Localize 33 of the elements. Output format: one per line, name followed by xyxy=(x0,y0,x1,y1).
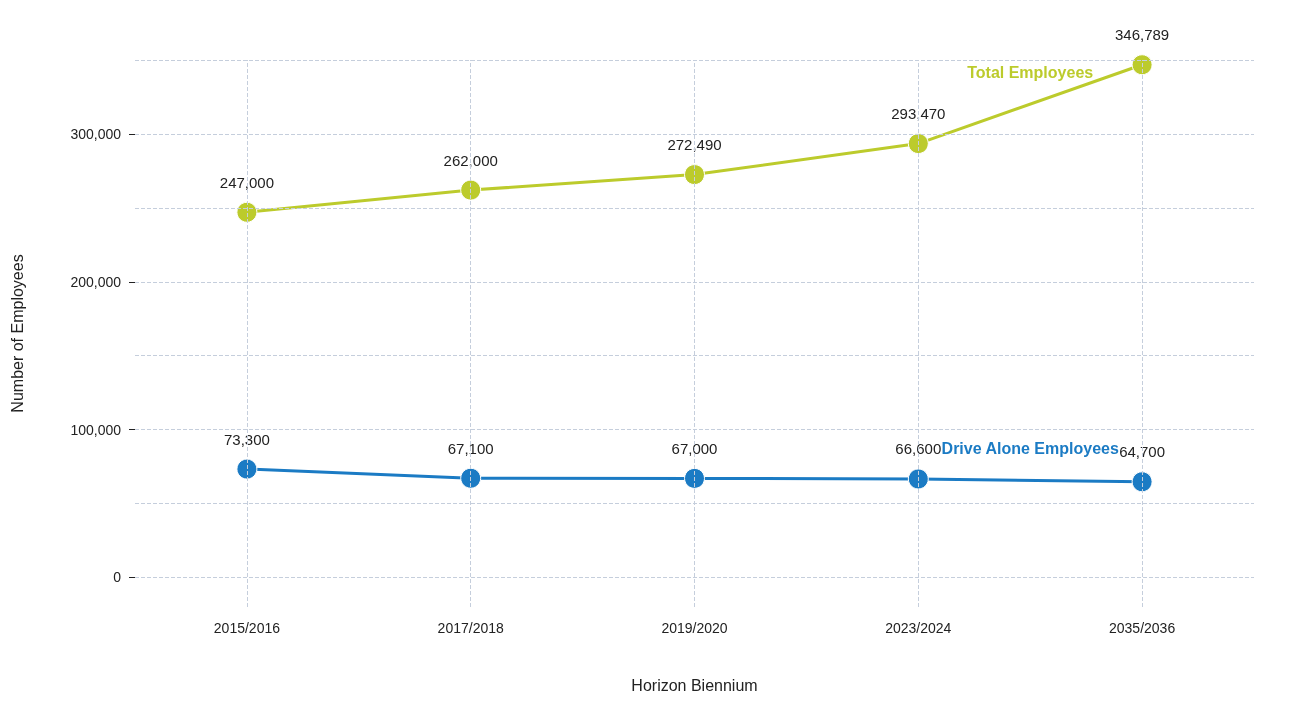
x-tick-label: 2017/2018 xyxy=(437,620,504,636)
point xyxy=(684,164,705,186)
x-axis-title: Horizon Biennium xyxy=(631,676,758,694)
data-label: 67,100 xyxy=(447,439,494,457)
point xyxy=(1131,54,1153,76)
data-label: 247,000 xyxy=(219,173,275,191)
data-label: 262,000 xyxy=(443,151,498,169)
x-tick-label: 2019/2020 xyxy=(661,620,728,636)
point xyxy=(236,458,258,480)
data-label: 346,789 xyxy=(1114,26,1170,44)
point xyxy=(1131,471,1153,493)
point xyxy=(907,468,929,490)
data-label: 272,490 xyxy=(667,136,722,154)
series-label: Total Employees xyxy=(967,63,1094,81)
y-tick-label: 300,000 xyxy=(70,125,122,142)
x-tick-label: 2015/2016 xyxy=(213,620,281,636)
series-label: Drive Alone Employees xyxy=(941,439,1119,457)
point xyxy=(460,467,482,489)
point xyxy=(907,133,929,155)
point xyxy=(460,179,482,201)
data-label: 293,470 xyxy=(891,105,946,123)
x-tick-label: 2023/2024 xyxy=(885,620,952,636)
y-tick-label: 200,000 xyxy=(70,273,122,290)
y-tick-label: 100,000 xyxy=(70,421,122,438)
y-axis-title: Number of Employees xyxy=(8,254,26,413)
data-label: 64,700 xyxy=(1119,443,1166,461)
point xyxy=(236,201,258,223)
point xyxy=(684,467,705,489)
data-label: 67,000 xyxy=(671,439,718,457)
x-tick-label: 2035/2036 xyxy=(1109,620,1176,636)
y-tick-label: 0 xyxy=(113,569,122,586)
data-label: 66,600 xyxy=(895,440,942,458)
data-label: 73,300 xyxy=(223,430,270,448)
